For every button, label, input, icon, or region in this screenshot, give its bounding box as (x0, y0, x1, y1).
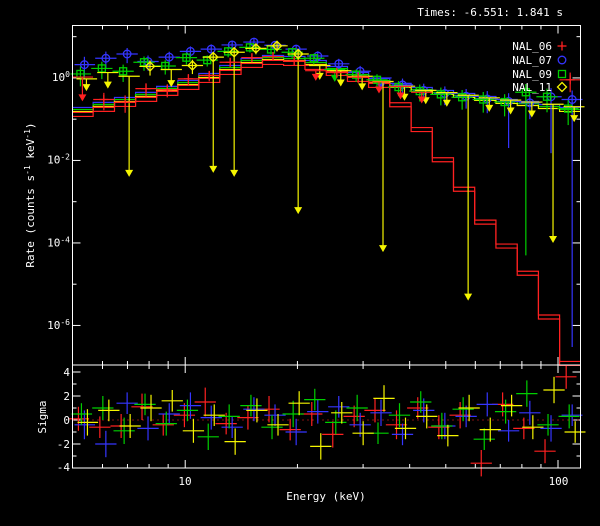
x-tick-100: 100 (549, 475, 569, 488)
sigma-tick--4: -4 (57, 461, 71, 474)
legend: NAL_06 NAL_07 NAL_09 NAL_11 (512, 40, 568, 94)
NAL_06-sigma (68, 364, 577, 477)
y-axis-title: Rate (counts s-1 keV-1) (23, 122, 37, 267)
NAL_07-sigma (74, 392, 583, 458)
NAL_09-sigma (71, 380, 580, 450)
diamond-marker-icon (556, 81, 568, 93)
chart-dynamic-layer (68, 25, 586, 477)
plus-marker-icon (557, 41, 567, 51)
square-marker-icon (557, 69, 567, 79)
rate-tick-1e-4: 10-4 (47, 236, 70, 250)
energy-axis-tick-labels: 10 100 (178, 475, 568, 488)
sigma-axis-title: Sigma (36, 400, 49, 433)
circle-marker-icon (557, 55, 567, 65)
sigma-tick--2: -2 (57, 438, 70, 451)
x-tick-10: 10 (178, 475, 191, 488)
NAL_11-sigma (77, 376, 586, 460)
legend-label-nal07: NAL_07 (512, 54, 552, 67)
rate-axis-tick-labels: 100 10-2 10-4 10-6 (47, 70, 70, 332)
times-annotation: Times: -6.551: 1.841 s (417, 6, 563, 19)
rate-tick-1e0: 100 (52, 70, 70, 84)
sigma-tick-0: 0 (63, 414, 70, 427)
sigma-tick-2: 2 (63, 390, 70, 403)
series-NAL_11 (76, 40, 585, 301)
rate-tick-1e-6: 10-6 (47, 318, 70, 332)
sigma-panel-frame (72, 364, 581, 469)
legend-label-nal11: NAL_11 (512, 81, 552, 94)
series-NAL_06 (72, 52, 581, 113)
legend-label-nal06: NAL_06 (512, 40, 552, 53)
axis-ticks (72, 25, 581, 469)
rate-tick-1e-2: 10-2 (47, 153, 70, 167)
series-NAL_09 (70, 43, 579, 256)
legend-label-nal09: NAL_09 (512, 68, 552, 81)
x-axis-title: Energy (keV) (286, 490, 365, 503)
sigma-axis-tick-labels: 4 2 0 -2 -4 (57, 366, 71, 474)
sigma-tick-4: 4 (63, 366, 70, 379)
